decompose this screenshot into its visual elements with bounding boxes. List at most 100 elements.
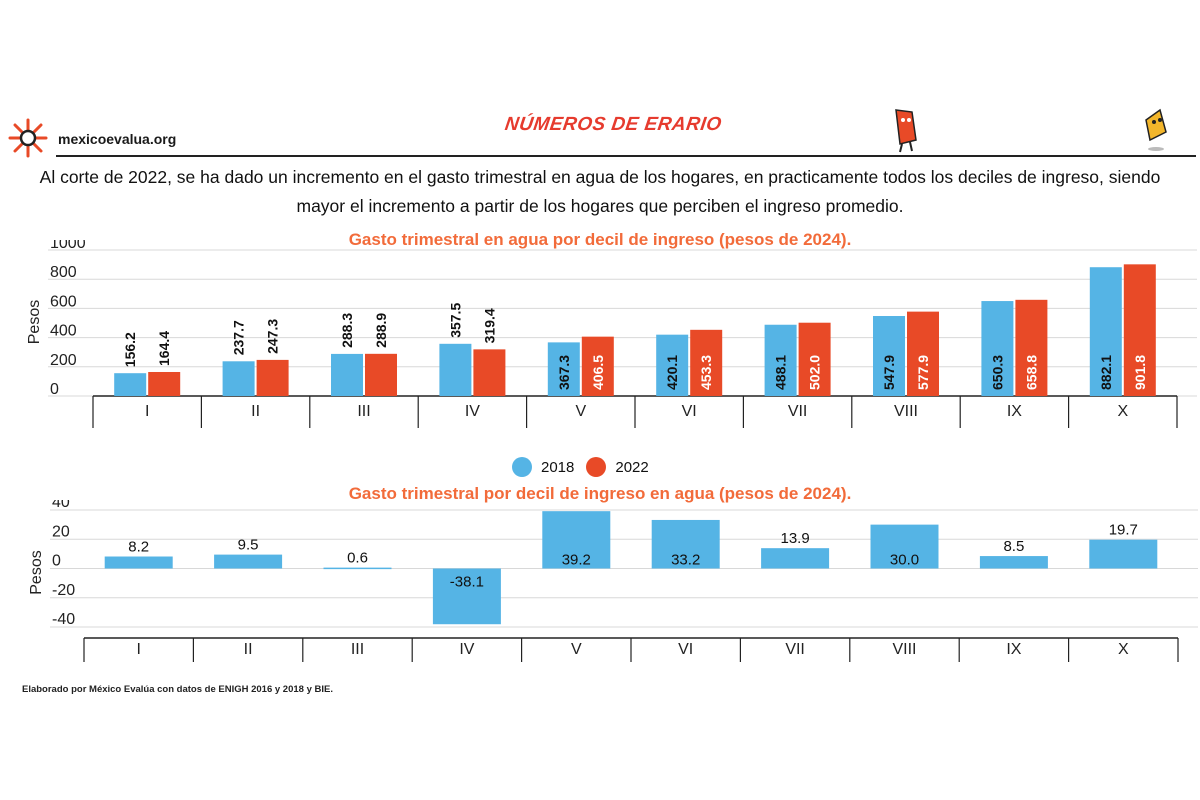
legend: 2018 2022 [512,457,661,477]
y-tick-label: 600 [50,293,77,310]
bar-2022 [1123,264,1156,396]
x-tick-label: III [351,641,364,658]
x-tick-label: II [251,403,260,420]
y-tick-label: 1000 [50,240,86,252]
site-name[interactable]: mexicoevalua.org [58,131,177,147]
bar-2018 [222,361,255,396]
data-label-2018: 288.3 [339,313,355,348]
bar-2022 [907,311,939,396]
y-tick-label: -40 [52,611,75,628]
brand-title: NÚMEROS DE ERARIO [503,114,724,135]
y-tick-label: 200 [50,352,77,369]
legend-label-2022: 2022 [615,458,649,476]
x-tick-label: IV [465,403,480,420]
source-note: Elaborado por México Evalúa con datos de… [22,684,333,695]
y-tick-label: 800 [50,264,77,281]
data-label-2022: 901.8 [1132,355,1148,390]
data-label-difference: 0.6 [347,550,368,567]
y-tick-label: 400 [50,323,77,340]
data-label-2018: 156.2 [122,332,138,367]
x-tick-label: II [244,641,253,658]
x-tick-label: V [571,641,582,658]
bar-2018 [439,343,472,396]
data-label-2022: 406.5 [590,355,606,390]
data-label-2022: 247.3 [265,319,281,354]
x-tick-label: X [1118,641,1129,658]
data-label-difference: 39.2 [562,552,591,569]
header-divider [56,155,1196,157]
data-label-2022: 319.4 [481,308,497,343]
bar-difference [104,556,173,569]
data-label-difference: 8.5 [1003,538,1024,555]
y-tick-label: 0 [50,381,59,398]
bar-2018 [331,353,363,396]
x-tick-label: IX [1006,641,1021,658]
data-label-2018: 237.7 [231,320,247,355]
y-axis-label: Pesos [26,300,43,344]
bar-2022 [581,336,614,396]
y-tick-label: 40 [52,500,70,511]
data-label-2022: 577.9 [915,355,931,390]
bar-difference [870,524,939,569]
bar-difference [432,568,501,625]
bar-2022 [148,371,181,396]
x-tick-label: VII [788,403,808,420]
data-label-2018: 420.1 [664,355,680,390]
data-label-difference: 8.2 [128,539,149,556]
bar-difference [651,519,720,569]
data-label-2022: 453.3 [698,355,714,390]
data-label-2022: 658.8 [1023,355,1039,390]
legend-swatch-2022 [586,457,607,477]
bar-2018 [981,301,1014,396]
data-label-2018: 357.5 [447,303,463,338]
mascot-red-character-icon [895,109,917,153]
bar-2022 [1015,299,1048,396]
data-label-difference: 33.2 [671,552,700,569]
data-label-2022: 502.0 [807,355,823,390]
x-tick-label: IV [459,641,474,658]
data-label-2018: 488.1 [773,355,789,390]
bar-2018 [656,334,689,396]
bar-2018 [547,342,580,396]
bar-difference [214,554,283,569]
data-label-2018: 367.3 [556,355,572,390]
chart2-title: Gasto trimestral por decil de ingreso en… [348,484,852,503]
y-tick-label: 20 [52,523,70,540]
bar-difference [1089,539,1158,569]
x-tick-label: III [357,403,370,420]
x-tick-label: VIII [894,403,918,420]
x-tick-label: VI [678,641,693,658]
bar-2018 [764,324,797,396]
data-label-2018: 650.3 [989,355,1005,390]
bar-2018 [873,316,905,396]
x-tick-label: VIII [892,641,916,658]
chart2-bar-chart: -40 -20 0 20 40 Pesos I 8.2 II 9.5 III 0.6 IV -38.1 V 3… [28,500,1198,662]
data-label-difference: -38.1 [450,574,484,591]
x-tick-label: I [145,403,149,420]
data-label-2022: 164.4 [156,331,172,366]
x-tick-label: I [136,641,140,658]
bar-2018 [1089,267,1122,396]
chart1-bar-chart: 0 200 400 600 800 1000 Pesos I 156.2 164.4 II 237.7… [26,240,1197,428]
legend-item-2022: 2022 [586,457,649,477]
x-tick-label: VI [682,403,697,420]
bar-2022 [365,353,397,396]
mexicoevalua-logo-icon[interactable] [6,116,50,160]
bar-2022 [798,322,831,396]
data-label-difference: 30.0 [890,552,919,569]
x-tick-label: V [575,403,586,420]
bar-difference [542,511,611,569]
bar-2022 [256,359,289,396]
data-label-2022: 288.9 [373,313,389,348]
legend-label-2018: 2018 [541,458,575,476]
x-tick-label: X [1117,403,1128,420]
data-label-difference: 19.7 [1109,522,1138,539]
legend-item-2018: 2018 [512,457,574,477]
bar-difference [979,556,1048,569]
mascot-yellow-character-icon [1145,108,1167,151]
x-tick-label: IX [1007,403,1022,420]
bar-2022 [690,329,723,396]
y-tick-label: -20 [52,582,75,599]
bar-difference [761,548,830,569]
description-text: Al corte de 2022, se ha dado un incremen… [39,167,1161,216]
